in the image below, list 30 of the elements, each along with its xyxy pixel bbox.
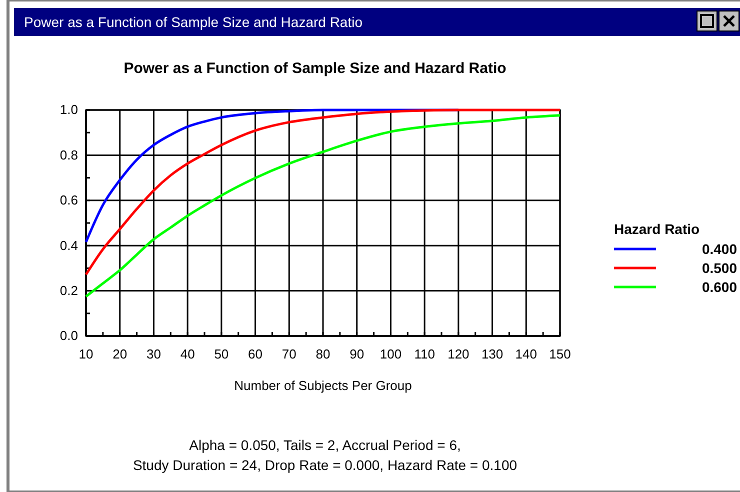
text: 0.600 <box>702 279 738 295</box>
y-tick-label: 0.6 <box>60 192 78 208</box>
y-tick-label: 0.0 <box>60 328 78 344</box>
x-axis-title: Number of Subjects Per Group <box>234 378 412 393</box>
text: 0.400 <box>702 241 738 257</box>
text: Alpha = 0.050, Tails = 2, Accrual Period = 6, <box>189 437 461 453</box>
text: Power as a Function of Sample Size and Hazard Ratio <box>24 14 363 30</box>
x-tick-label: 90 <box>350 346 364 362</box>
x-tick-label: 140 <box>515 346 537 362</box>
text: Study Duration = 24, Drop Rate = 0.000, Hazard Rate = 0.100 <box>132 457 518 473</box>
x-tick-label: 60 <box>248 346 263 362</box>
x-tick-label: 40 <box>180 346 195 362</box>
y-tick-label: 0.8 <box>60 147 78 162</box>
legend-title: Hazard Ratio <box>614 221 700 237</box>
x-tick-label: 150 <box>549 346 571 362</box>
y-tick-label: 1.0 <box>60 102 78 118</box>
text: 0.500 <box>702 260 738 276</box>
x-tick-label: 20 <box>112 346 128 362</box>
x-tick-label: 110 <box>414 346 435 362</box>
x-tick-label: 50 <box>214 346 229 362</box>
x-tick-label: 130 <box>481 346 504 362</box>
y-tick-label: 0.2 <box>60 282 78 298</box>
x-tick-label: 120 <box>448 346 470 362</box>
chart-title: Power as a Function of Sample Size and Hazard Ratio <box>124 60 506 77</box>
x-tick-label: 70 <box>282 346 296 362</box>
x-tick-label: 100 <box>380 346 402 362</box>
y-tick-label: 0.4 <box>60 238 78 253</box>
x-tick-label: 10 <box>78 346 94 362</box>
x-tick-label: 80 <box>316 346 330 362</box>
x-tick-label: 30 <box>146 346 161 362</box>
